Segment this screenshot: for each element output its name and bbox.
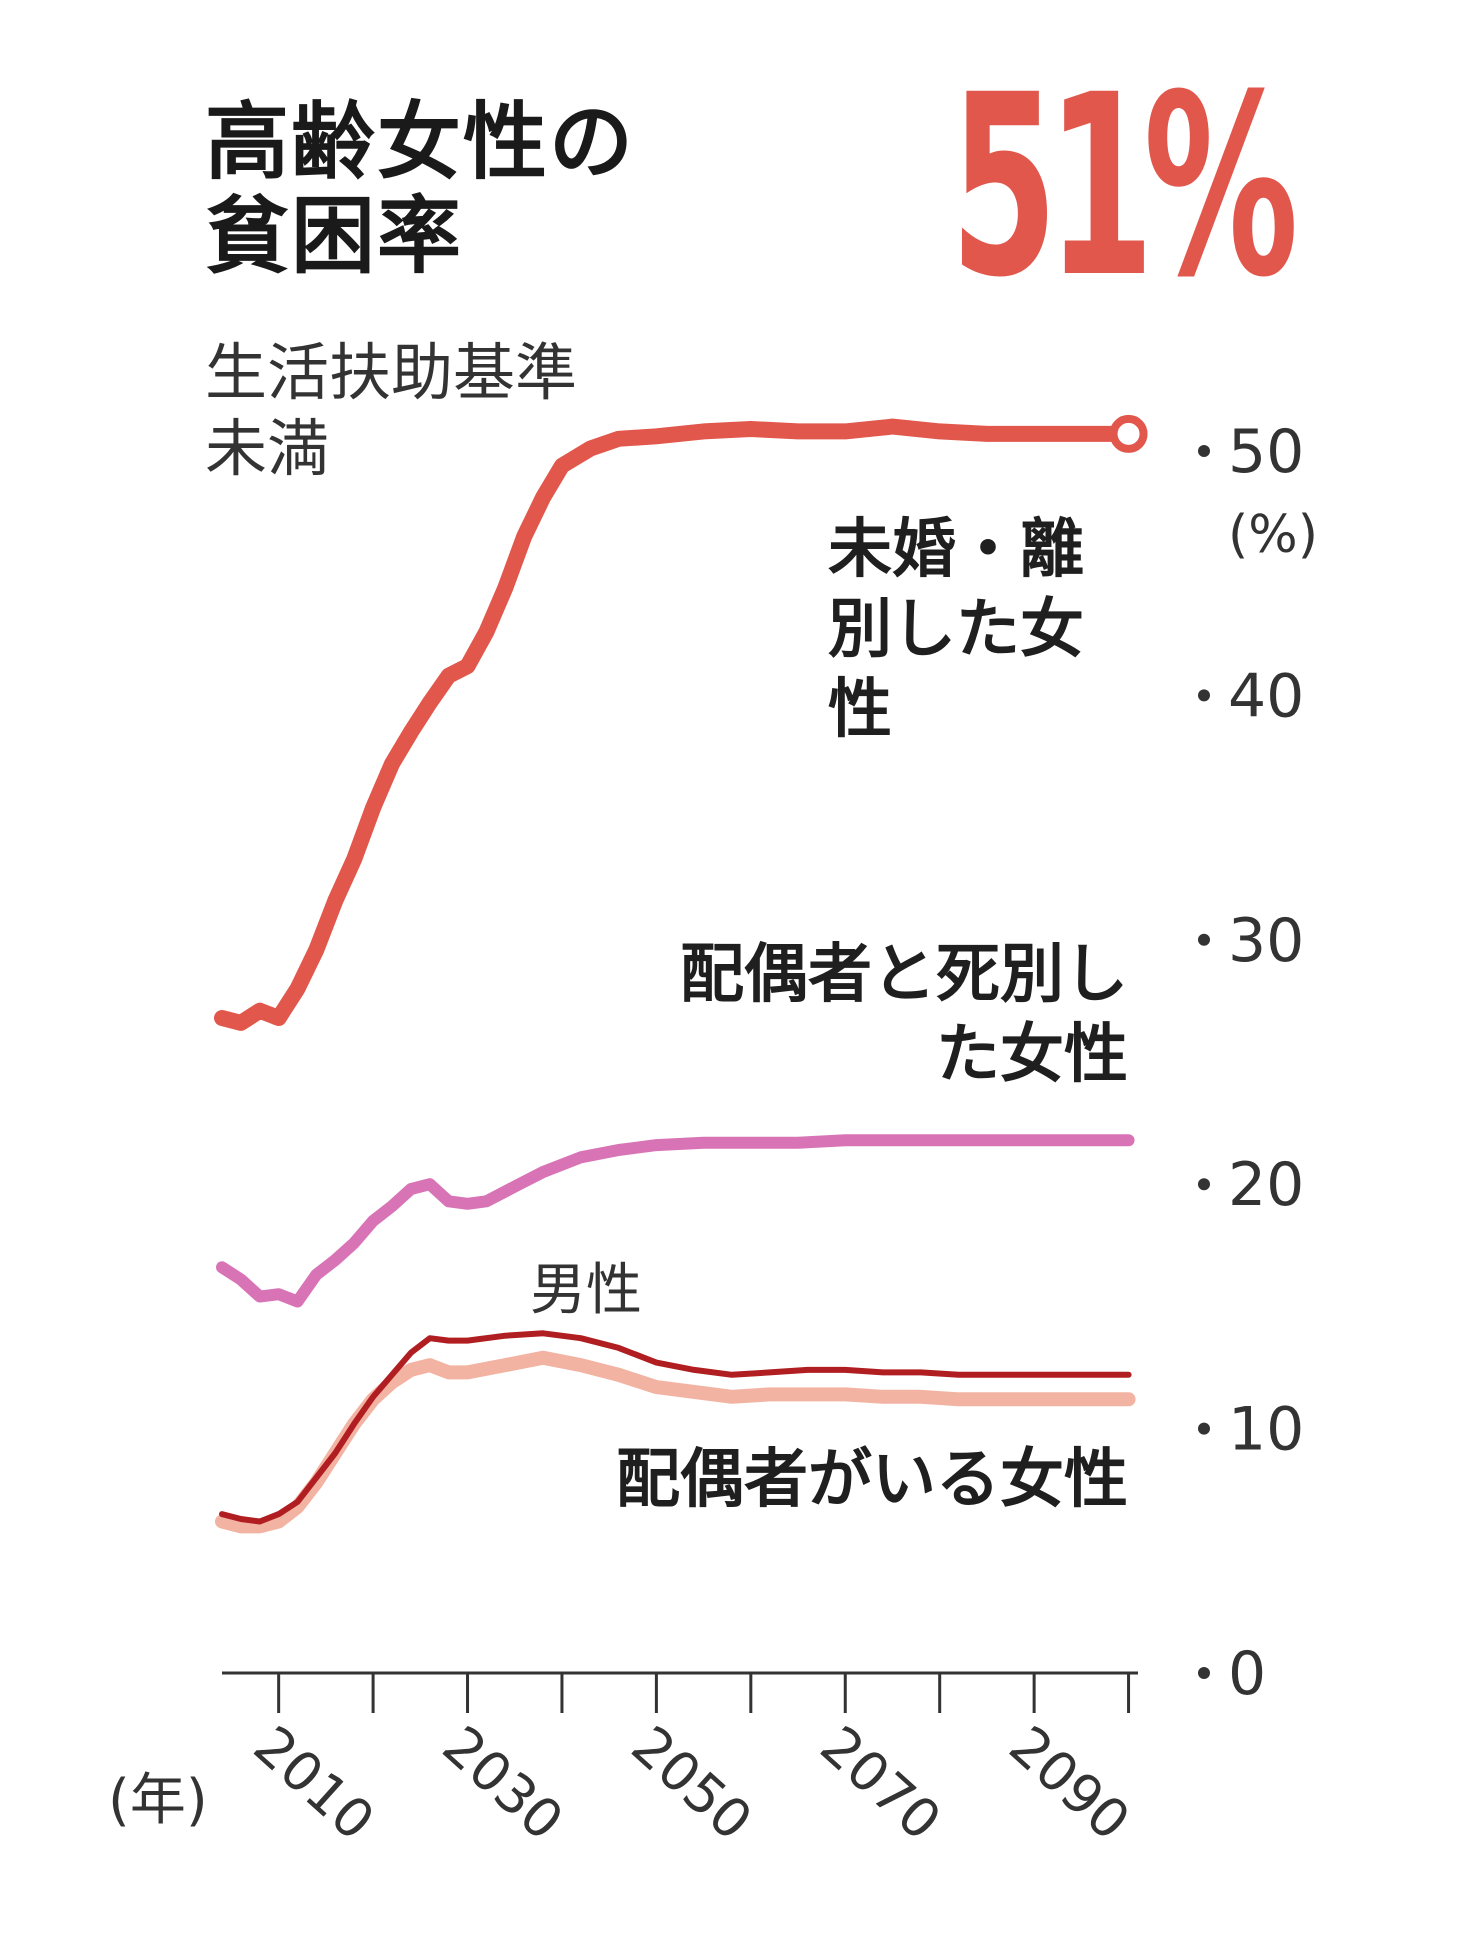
y-tick-label: 40 [1228, 661, 1304, 731]
label-widowed-text: 配偶者と死別した女性 [680, 938, 1128, 1092]
y-tick-bullet [1198, 1667, 1210, 1679]
y-tick-label: 0 [1228, 1639, 1266, 1709]
y-axis-unit: (%) [1228, 505, 1318, 565]
series-line-widowed [216, 1134, 1135, 1308]
label-never-married-divorced-text: 未婚・離別した女性 [828, 513, 1084, 747]
x-tick-label: 2090 [997, 1714, 1141, 1853]
y-tick-label: 10 [1228, 1395, 1304, 1465]
label-married-women: 配偶者がいる女性 [616, 1443, 1128, 1517]
x-tick-label: 2010 [242, 1714, 386, 1853]
label-never-married-divorced: 未婚・離別した女性 [828, 510, 1128, 750]
y-tick-label: 20 [1228, 1150, 1304, 1220]
series-lines [214, 414, 1148, 1534]
series-line-never-married-divorced [214, 418, 1137, 1031]
series-end-marker [1109, 414, 1148, 453]
chart-subtitle-line-1: 生活扶助基準 [205, 336, 578, 409]
headline-figure: 51% [950, 41, 1299, 332]
y-tick-bullet [1198, 445, 1210, 457]
x-tick-label: 2030 [431, 1714, 575, 1853]
x-tick-label: 2050 [620, 1714, 764, 1853]
x-tick-label: 2070 [809, 1714, 953, 1853]
y-tick-label: 30 [1228, 906, 1304, 976]
series-line-married-women [215, 1350, 1136, 1534]
chart-title: 高齢女性の 貧困率 [205, 95, 635, 283]
x-axis-unit: (年) [108, 1768, 208, 1833]
y-tick-bullet [1198, 1422, 1210, 1435]
chart-title-line-1: 高齢女性の [205, 93, 636, 191]
y-tick-bullet [1198, 689, 1210, 702]
y-tick-bullet [1198, 1178, 1210, 1191]
series-line-men [219, 1330, 1132, 1525]
y-tick-label: 50 [1228, 417, 1304, 487]
y-tick-bullet [1198, 933, 1210, 946]
chart-subtitle-line-2: 未満 [205, 411, 330, 485]
chart-title-line-2: 貧困率 [205, 187, 464, 286]
label-men: 男性 [530, 1258, 642, 1323]
label-widowed: 配偶者と死別した女性 [628, 935, 1128, 1095]
chart-subtitle: 生活扶助基準 未満 [205, 335, 577, 486]
